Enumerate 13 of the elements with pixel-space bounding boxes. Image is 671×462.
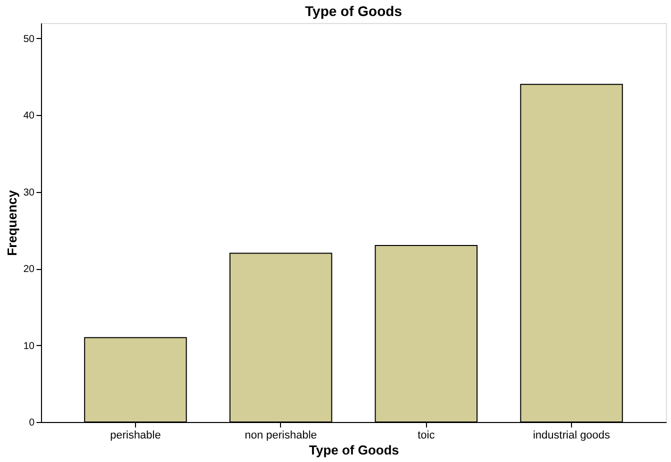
x-tick-label: non perishable	[244, 430, 317, 442]
y-axis-title: Frequency	[4, 189, 20, 256]
x-tick-label: toic	[418, 430, 436, 442]
y-tick-label: 50	[23, 34, 35, 45]
y-tick-label: 10	[23, 340, 35, 352]
y-tick-label: 20	[23, 264, 35, 276]
x-tick-label: industrial goods	[532, 430, 611, 442]
y-tick-label: 0	[28, 418, 35, 428]
y-tick-label: 30	[23, 187, 35, 198]
x-tick-label: perishable	[110, 430, 161, 442]
chart-title: Type of Goods	[305, 3, 402, 19]
y-tick-label: 40	[23, 110, 35, 122]
x-axis-title: Type of Goods	[308, 442, 400, 458]
